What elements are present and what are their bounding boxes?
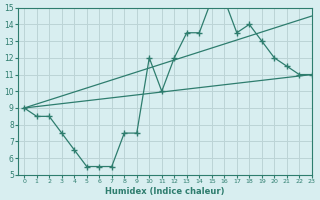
X-axis label: Humidex (Indice chaleur): Humidex (Indice chaleur) <box>105 187 225 196</box>
